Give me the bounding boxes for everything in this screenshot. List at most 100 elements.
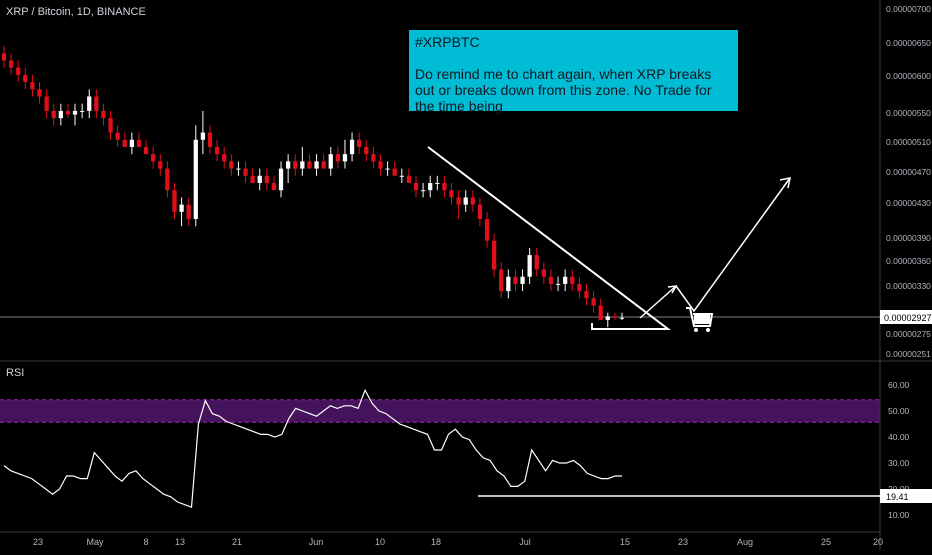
- candle-body: [115, 132, 120, 140]
- price-axis-tick: 0.00000360: [886, 256, 931, 266]
- price-axis-tick: 0.00000330: [886, 281, 931, 291]
- time-axis-tick: Aug: [737, 537, 753, 547]
- rsi-band: [0, 399, 880, 423]
- candle-body: [548, 276, 554, 284]
- candle-body: [229, 161, 234, 169]
- time-axis-tick: May: [86, 537, 104, 547]
- rsi-axis-tick: 10.00: [888, 510, 910, 520]
- candle-body: [136, 139, 142, 147]
- candle-body: [30, 82, 35, 90]
- candle-body: [165, 168, 170, 191]
- candle-body: [94, 96, 99, 111]
- candle-body: [321, 161, 326, 169]
- candle-body: [80, 110, 85, 112]
- candle-body: [449, 190, 454, 198]
- price-axis-tick: 0.00000430: [886, 198, 931, 208]
- time-axis-tick: 23: [33, 537, 43, 547]
- note-box[interactable]: #XRPBTC Do remind me to chart again, whe…: [409, 30, 738, 114]
- candle-body: [392, 168, 397, 176]
- price-axis-tick: 0.00000470: [886, 167, 931, 177]
- price-axis-tick: 0.00000390: [886, 233, 931, 243]
- rsi-axis-tick: 60.00: [888, 380, 910, 390]
- candle-body: [563, 276, 568, 284]
- candle-body: [435, 183, 440, 184]
- candle-body: [378, 161, 383, 169]
- candle-body: [442, 183, 447, 191]
- rsi-pane-title: RSI: [6, 367, 25, 379]
- candle-body: [16, 67, 21, 75]
- candle-body: [1, 53, 7, 61]
- current-price-tag: 0.00002927: [880, 310, 932, 324]
- candle-body: [236, 168, 241, 170]
- rsi-value-tag: 19.41: [880, 489, 932, 503]
- time-axis-tick: 20: [873, 537, 883, 547]
- current-price-label: 0.00002927: [884, 313, 932, 323]
- candle-body: [143, 146, 149, 155]
- note-title: #XRPBTC: [415, 34, 480, 50]
- candle-body: [477, 204, 483, 220]
- candle-body: [179, 204, 184, 212]
- candle-body: [463, 197, 468, 205]
- price-axis-tick: 0.00000251: [886, 349, 931, 359]
- candle-body: [584, 291, 589, 299]
- candle-body: [328, 154, 333, 169]
- candle-body: [570, 276, 575, 284]
- time-axis-tick: 23: [678, 537, 688, 547]
- descending-triangle-drawing: [427, 146, 671, 330]
- time-axis-tick: 10: [375, 537, 385, 547]
- candle-body: [172, 190, 177, 212]
- candle-body: [399, 175, 404, 177]
- candle-body: [264, 175, 269, 183]
- candle-body: [108, 118, 113, 133]
- candle-body: [300, 161, 305, 169]
- candle-body: [506, 276, 511, 292]
- candle-body: [591, 298, 596, 306]
- candle-body: [286, 161, 291, 169]
- rsi-axis-tick: 50.00: [888, 406, 910, 416]
- candle-body: [58, 110, 63, 119]
- time-axis-tick: Jun: [309, 537, 324, 547]
- candle-body: [37, 89, 42, 97]
- candle-body: [214, 146, 220, 155]
- candle-body: [342, 154, 348, 162]
- candle-body: [371, 154, 376, 162]
- candle-body: [271, 183, 277, 191]
- candle-body: [243, 168, 248, 176]
- candles-group: [1, 46, 625, 328]
- candle-body: [470, 197, 475, 205]
- time-axis-tick: 25: [821, 537, 831, 547]
- candle-body: [428, 183, 433, 191]
- candle-body: [520, 276, 525, 284]
- candle-body: [51, 110, 56, 119]
- candle-body: [406, 175, 412, 183]
- price-axis-tick: 0.00000275: [886, 329, 931, 339]
- breakout-arrow-small: [639, 285, 677, 319]
- candle-body: [87, 96, 92, 111]
- candle-body: [72, 110, 78, 115]
- price-axis-tick: 0.00000650: [886, 38, 931, 48]
- candle-body: [541, 269, 546, 277]
- candle-body: [364, 146, 369, 155]
- candle-body: [492, 240, 497, 270]
- candle-body: [527, 255, 532, 277]
- time-axis: 23 May 8 13 21 Jun 10 18 Jul 15 23 Aug 25 20: [33, 537, 883, 547]
- note-body: Do remind me to chart again, when XRP br…: [415, 66, 712, 114]
- candle-body: [278, 168, 284, 191]
- candle-body: [385, 168, 390, 170]
- candle-body: [456, 197, 461, 205]
- price-axis-tick: 0.00000600: [886, 71, 931, 81]
- candle-body: [44, 96, 49, 111]
- candle-body: [335, 154, 340, 162]
- candle-body: [257, 175, 262, 183]
- candle-body: [207, 132, 213, 147]
- candle-body: [129, 139, 134, 147]
- candle-body: [186, 204, 191, 220]
- rsi-value-label: 19.41: [886, 492, 909, 502]
- candle-body: [8, 60, 14, 68]
- candle-body: [499, 269, 504, 292]
- breakout-path-arrow: [675, 177, 791, 313]
- chart-header-title: XRP / Bitcoin, 1D, BINANCE: [6, 6, 146, 18]
- candle-body: [577, 283, 582, 292]
- candle-body: [158, 161, 163, 169]
